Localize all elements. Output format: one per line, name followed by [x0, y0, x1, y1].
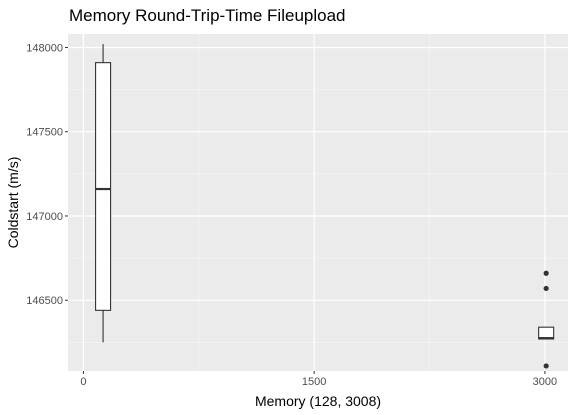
- x-tick-label: 1500: [302, 376, 326, 388]
- boxes: [95, 44, 555, 369]
- y-axis: 146500 147000 147500 148000: [26, 42, 68, 307]
- y-tick-label: 146500: [26, 295, 63, 307]
- x-tick-label: 3000: [533, 376, 557, 388]
- x-tick-label: 0: [80, 376, 86, 388]
- grid-major: [68, 34, 568, 371]
- box-body: [95, 62, 112, 311]
- y-tick-label: 147500: [26, 127, 63, 139]
- box-outlier: [543, 270, 549, 276]
- y-tick-label: 148000: [26, 42, 63, 54]
- box-outlier: [543, 363, 549, 369]
- chart-title: Memory Round-Trip-Time Fileupload: [69, 6, 346, 25]
- x-axis-title: Memory (128, 3008): [255, 393, 381, 409]
- y-tick-label: 147000: [26, 211, 63, 223]
- plot-panel: [68, 34, 568, 371]
- grid-minor: [68, 34, 568, 371]
- x-axis: 0 1500 3000: [80, 371, 557, 388]
- box-outlier: [543, 285, 549, 292]
- y-axis-title: Coldstart (m/s): [5, 157, 21, 249]
